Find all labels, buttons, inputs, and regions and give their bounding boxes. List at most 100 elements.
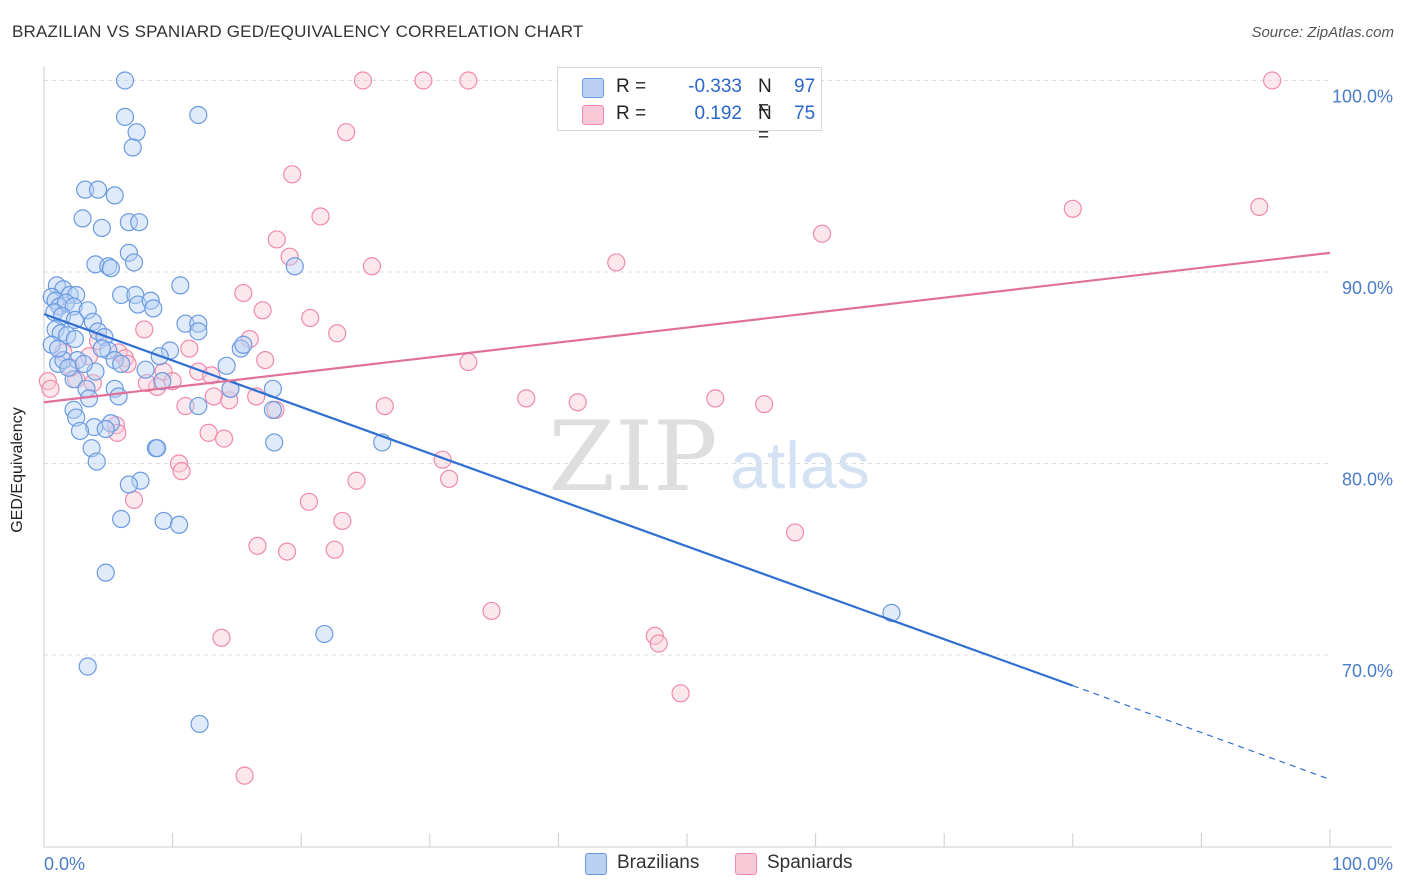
data-point bbox=[136, 360, 155, 379]
legend-swatch-brazilians bbox=[582, 78, 604, 98]
trend-lines bbox=[43, 251, 1331, 781]
data-point bbox=[73, 209, 92, 228]
data-point bbox=[85, 418, 104, 437]
data-point bbox=[87, 452, 106, 471]
data-point bbox=[124, 253, 144, 272]
source-label: Source: ZipAtlas.com bbox=[1251, 24, 1394, 41]
data-point bbox=[96, 563, 115, 582]
data-point bbox=[283, 165, 302, 184]
data-point bbox=[253, 301, 272, 320]
data-point bbox=[190, 714, 209, 734]
data-point bbox=[439, 469, 459, 488]
x-tick-label: 100.0% bbox=[1332, 854, 1393, 874]
data-point bbox=[517, 389, 536, 408]
data-point bbox=[607, 253, 626, 272]
data-point bbox=[482, 601, 501, 621]
legend-r-label: R = bbox=[616, 76, 647, 97]
data-point bbox=[148, 439, 167, 458]
data-point bbox=[755, 395, 774, 414]
data-point bbox=[153, 372, 172, 391]
spaniards-trend-line bbox=[43, 251, 1331, 404]
data-point bbox=[189, 105, 208, 125]
chart-title: BRAZILIAN VS SPANIARD GED/EQUIVALENCY CO… bbox=[12, 22, 584, 41]
data-point bbox=[315, 624, 334, 644]
data-point bbox=[459, 352, 478, 372]
brazilians-trend-line bbox=[43, 313, 1074, 687]
data-point bbox=[82, 439, 101, 458]
watermark-atlas: atlas bbox=[730, 428, 869, 502]
data-point bbox=[144, 299, 163, 318]
data-point bbox=[189, 396, 208, 416]
data-point bbox=[127, 123, 146, 142]
legend-r-label: R = bbox=[616, 103, 647, 124]
data-point bbox=[353, 71, 373, 90]
watermark-zip: ZIP bbox=[548, 401, 717, 513]
data-point bbox=[235, 766, 254, 785]
data-point bbox=[414, 71, 433, 90]
data-point bbox=[267, 230, 286, 249]
data-point bbox=[214, 429, 234, 448]
data-point bbox=[212, 628, 231, 647]
legend-r-value: 0.192 bbox=[694, 103, 742, 124]
data-point bbox=[189, 322, 208, 341]
bottom-legend-label-spaniards: Spaniards bbox=[767, 852, 853, 873]
data-point bbox=[99, 257, 118, 276]
legend-r-value: -0.333 bbox=[688, 76, 742, 97]
data-point bbox=[78, 657, 97, 676]
data-point bbox=[137, 373, 156, 393]
data-point bbox=[189, 314, 208, 333]
data-point bbox=[234, 283, 253, 303]
data-point bbox=[217, 356, 236, 375]
data-point bbox=[96, 419, 115, 439]
data-point bbox=[74, 354, 93, 374]
data-point bbox=[328, 324, 347, 343]
data-point bbox=[67, 408, 86, 427]
data-point bbox=[882, 603, 901, 622]
bottom-legend-swatch-brazilians bbox=[585, 853, 607, 875]
bottom-legend-swatch-spaniards bbox=[735, 853, 757, 875]
data-point bbox=[65, 329, 84, 349]
data-point bbox=[347, 471, 366, 490]
data-point bbox=[41, 379, 60, 398]
data-point bbox=[135, 320, 154, 339]
data-point bbox=[67, 285, 86, 305]
data-point bbox=[115, 107, 135, 126]
data-point bbox=[115, 71, 135, 90]
data-point bbox=[59, 358, 78, 377]
data-point bbox=[109, 387, 128, 406]
data-point bbox=[108, 423, 127, 442]
data-point bbox=[311, 207, 330, 226]
y-tick-labels: 70.0% 80.0% 90.0% 100.0% bbox=[1332, 87, 1393, 682]
data-point bbox=[1263, 71, 1282, 90]
data-point bbox=[337, 123, 356, 142]
data-point bbox=[172, 462, 191, 481]
data-point bbox=[83, 312, 102, 331]
data-point bbox=[649, 634, 668, 653]
data-point bbox=[88, 180, 108, 199]
data-point bbox=[248, 536, 267, 555]
watermark: ZIP atlas bbox=[548, 401, 869, 513]
data-point bbox=[70, 421, 90, 441]
data-point bbox=[76, 180, 95, 199]
data-point bbox=[1063, 199, 1082, 218]
data-point bbox=[204, 387, 223, 406]
data-point bbox=[263, 400, 283, 419]
data-point bbox=[362, 257, 382, 276]
data-point bbox=[280, 247, 299, 266]
legend-swatch-spaniards bbox=[582, 105, 604, 125]
correlation-legend: R = -0.333 N = 97 R = 0.192 N = 75 bbox=[557, 67, 822, 146]
data-point bbox=[105, 186, 124, 205]
data-point bbox=[180, 339, 199, 358]
data-point bbox=[112, 285, 131, 305]
data-point bbox=[49, 339, 68, 358]
data-point bbox=[99, 341, 118, 360]
legend-n-value: 75 bbox=[794, 103, 816, 124]
data-point bbox=[265, 433, 284, 452]
legend-n-label: N = bbox=[758, 103, 772, 146]
data-point bbox=[154, 511, 173, 531]
data-point bbox=[124, 490, 144, 509]
data-point bbox=[333, 511, 352, 531]
data-point bbox=[176, 396, 195, 416]
legend-n-value: 97 bbox=[794, 76, 816, 97]
